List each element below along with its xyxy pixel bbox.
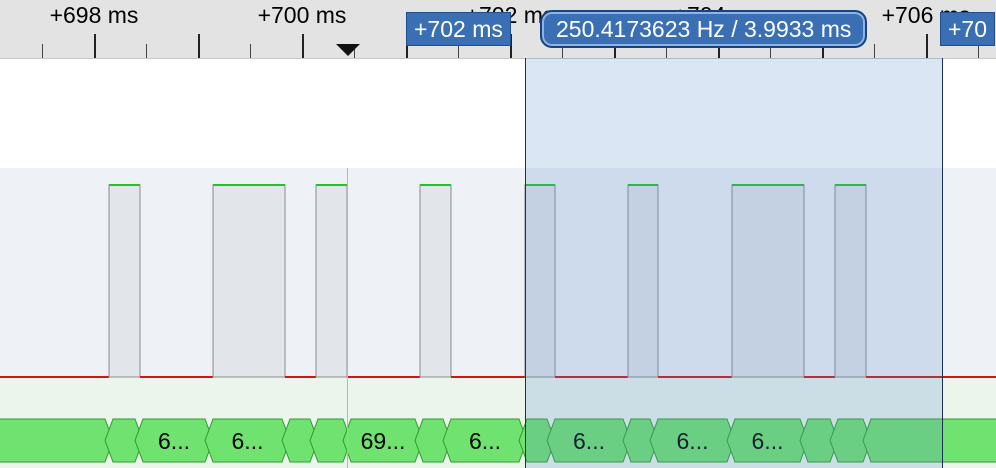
bus-decoder-trace[interactable]: 6... 6... 69... 6... 6... 6... 6... bbox=[0, 418, 996, 463]
ruler-minor-tick bbox=[42, 44, 43, 58]
pulse-high bbox=[212, 184, 286, 378]
bus-segment-label: 6... bbox=[469, 428, 501, 454]
bus-segment bbox=[0, 418, 114, 463]
ruler-major-tick bbox=[406, 34, 408, 58]
measurement-label[interactable]: 250.4173623 Hz / 3.9933 ms bbox=[540, 10, 868, 48]
ruler-major-tick bbox=[94, 34, 96, 58]
ruler-minor-tick bbox=[666, 44, 667, 58]
pulse-high bbox=[524, 184, 556, 378]
pulse-high bbox=[315, 184, 348, 378]
ruler-minor-tick bbox=[250, 44, 251, 58]
pulse-high bbox=[627, 184, 659, 378]
ruler-major-tick bbox=[510, 34, 512, 58]
pulse-high bbox=[419, 184, 452, 378]
bus-segment-label: 6... bbox=[752, 428, 784, 454]
ruler-major-tick bbox=[198, 34, 200, 58]
selection-end-tag[interactable]: +70 bbox=[940, 12, 996, 46]
ruler-minor-tick bbox=[874, 44, 875, 58]
bus-segment-label: 6... bbox=[158, 428, 190, 454]
bus-segment bbox=[862, 418, 996, 463]
ruler-label-698: +698 ms bbox=[49, 2, 139, 28]
bus-segment-label: 69... bbox=[361, 428, 406, 454]
bus-segment-label: 6... bbox=[573, 428, 605, 454]
cursor-marker-icon[interactable] bbox=[336, 44, 360, 56]
ruler-minor-tick bbox=[978, 44, 979, 58]
ruler-label-700: +700 ms bbox=[257, 2, 347, 28]
measurement-selection[interactable] bbox=[525, 58, 943, 468]
digital-channel-trace[interactable] bbox=[0, 184, 996, 378]
pulse-high bbox=[108, 184, 141, 378]
ruler-major-tick bbox=[926, 34, 928, 58]
ruler-minor-tick bbox=[770, 44, 771, 58]
cursor-line bbox=[347, 168, 348, 468]
bus-segment-label: 6... bbox=[232, 428, 264, 454]
bus-segment-label: 6... bbox=[677, 428, 709, 454]
ruler-minor-tick bbox=[562, 44, 563, 58]
ruler-minor-tick bbox=[146, 44, 147, 58]
ruler-major-tick bbox=[302, 34, 304, 58]
digital-channel-background bbox=[0, 168, 996, 378]
selection-start-tag[interactable]: +702 ms bbox=[406, 12, 511, 46]
pulse-high bbox=[731, 184, 805, 378]
pulse-high bbox=[834, 184, 867, 378]
ruler-minor-tick bbox=[458, 44, 459, 58]
